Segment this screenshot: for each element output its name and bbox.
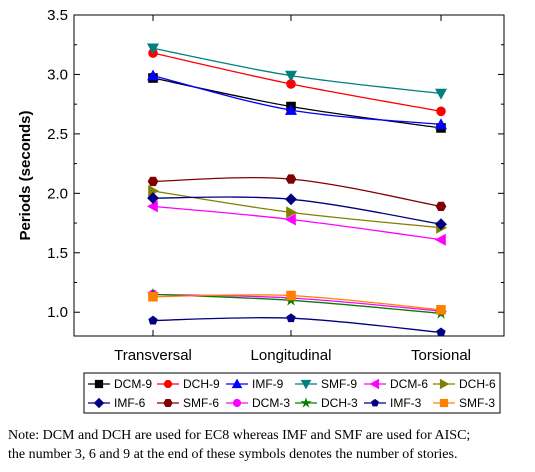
data-point — [146, 69, 160, 81]
y-tick-label: 3.0 — [47, 66, 68, 83]
data-point — [434, 233, 446, 246]
series-dch-3 — [146, 287, 448, 319]
legend-item-imf-3: IMF-3 — [364, 396, 422, 410]
x-tick-label: Torsional — [411, 347, 471, 364]
legend-item-imf-6: IMF-6 — [88, 396, 146, 410]
x-tick-label: Transversal — [114, 347, 192, 364]
legend-label: IMF-9 — [252, 377, 284, 391]
y-tick-label: 1.0 — [47, 304, 68, 321]
legend-label: DCM-3 — [252, 396, 290, 410]
footnote-line-2: the number 3, 6 and 9 at the end of thes… — [8, 447, 458, 462]
data-point — [369, 378, 380, 390]
y-tick-label: 3.5 — [47, 7, 68, 24]
data-point — [147, 176, 159, 187]
legend-label: SMF-6 — [183, 396, 219, 410]
data-point — [435, 201, 447, 211]
series-imf-9 — [146, 69, 448, 130]
legend-label: DCH-9 — [183, 377, 220, 391]
legend-label: DCH-6 — [459, 377, 496, 391]
data-point — [439, 398, 449, 408]
series-dcm-3 — [148, 289, 446, 316]
data-point — [286, 206, 298, 219]
footnote: Note: DCM and DCH are used for EC8 where… — [8, 426, 532, 464]
legend-label: DCM-9 — [114, 377, 152, 391]
legend-label: SMF-3 — [459, 396, 495, 410]
legend-item-imf-9: IMF-9 — [226, 377, 284, 391]
data-point — [232, 398, 242, 408]
data-point — [285, 193, 297, 206]
legend-item-smf-3: SMF-3 — [433, 396, 495, 410]
series-dcm-6 — [146, 200, 446, 246]
legend-item-dch-9: DCH-9 — [157, 377, 220, 391]
data-point — [436, 305, 446, 315]
data-point — [163, 398, 173, 408]
legend: DCM-9 DCH-9 IMF-9 SMF-9 DCM-6 DCH-6 IMF-6 SMF-6… — [83, 372, 501, 414]
legend-item-dch-6: DCH-6 — [433, 377, 496, 391]
axes: 1.0 1.5 2.0 2.5 3.0 3.5 Transversal Longitudina… — [17, 7, 505, 364]
series-lines — [146, 43, 448, 337]
data-point — [435, 218, 447, 231]
y-tick-label: 2.0 — [47, 185, 68, 202]
y-tick-label: 1.5 — [47, 245, 68, 262]
y-axis-label: Periods (seconds) — [17, 110, 34, 240]
data-point — [148, 315, 158, 325]
data-point — [371, 398, 379, 407]
x-tick-label: Longitudinal — [251, 347, 332, 364]
series-smf-9 — [146, 43, 448, 100]
series-line — [152, 52, 442, 112]
data-point — [439, 378, 450, 390]
data-point — [286, 313, 296, 323]
data-point — [284, 213, 296, 226]
series-dch-9 — [148, 48, 446, 117]
legend-item-dcm-3: DCM-3 — [226, 396, 290, 410]
legend-item-dcm-9: DCM-9 — [88, 377, 152, 391]
series-imf-6 — [147, 192, 447, 231]
legend-label: SMF-9 — [321, 377, 357, 391]
footnote-line-1: Note: DCM and DCH are used for EC8 where… — [8, 428, 471, 443]
data-point — [163, 379, 173, 389]
series-smf-6 — [147, 174, 447, 211]
data-point — [284, 70, 298, 82]
legend-item-dch-3: DCH-3 — [295, 396, 358, 410]
series-line — [152, 293, 442, 312]
data-point — [146, 200, 158, 213]
data-point — [231, 378, 243, 389]
series-smf-3 — [148, 290, 446, 315]
series-line — [152, 316, 442, 334]
data-point — [434, 88, 448, 100]
data-point — [93, 397, 105, 409]
series-line — [152, 190, 442, 229]
legend-label: DCM-6 — [390, 377, 428, 391]
legend-item-smf-6: SMF-6 — [157, 396, 219, 410]
series-imf-3 — [148, 313, 446, 337]
series-line — [152, 75, 442, 126]
data-point — [436, 327, 446, 337]
legend-item-smf-9: SMF-9 — [295, 377, 357, 391]
data-point — [300, 397, 312, 408]
legend-item-dcm-6: DCM-6 — [364, 377, 428, 391]
series-line — [152, 176, 442, 208]
data-point — [147, 192, 159, 205]
legend-label: IMF-6 — [114, 396, 146, 410]
y-tick-label: 2.5 — [47, 126, 68, 143]
series-dcm-9 — [148, 73, 446, 133]
data-point — [148, 291, 158, 302]
legend-label: DCH-3 — [321, 396, 358, 410]
data-point — [300, 379, 312, 390]
legend-label: IMF-3 — [390, 396, 422, 410]
data-point — [436, 106, 446, 117]
series-line — [152, 293, 442, 315]
data-point — [285, 174, 297, 184]
plot-frame — [73, 14, 505, 337]
data-point — [284, 103, 298, 115]
data-point — [146, 43, 160, 55]
data-point — [286, 290, 296, 301]
data-point — [94, 379, 104, 389]
legend-box — [83, 372, 501, 414]
data-point — [434, 118, 448, 130]
